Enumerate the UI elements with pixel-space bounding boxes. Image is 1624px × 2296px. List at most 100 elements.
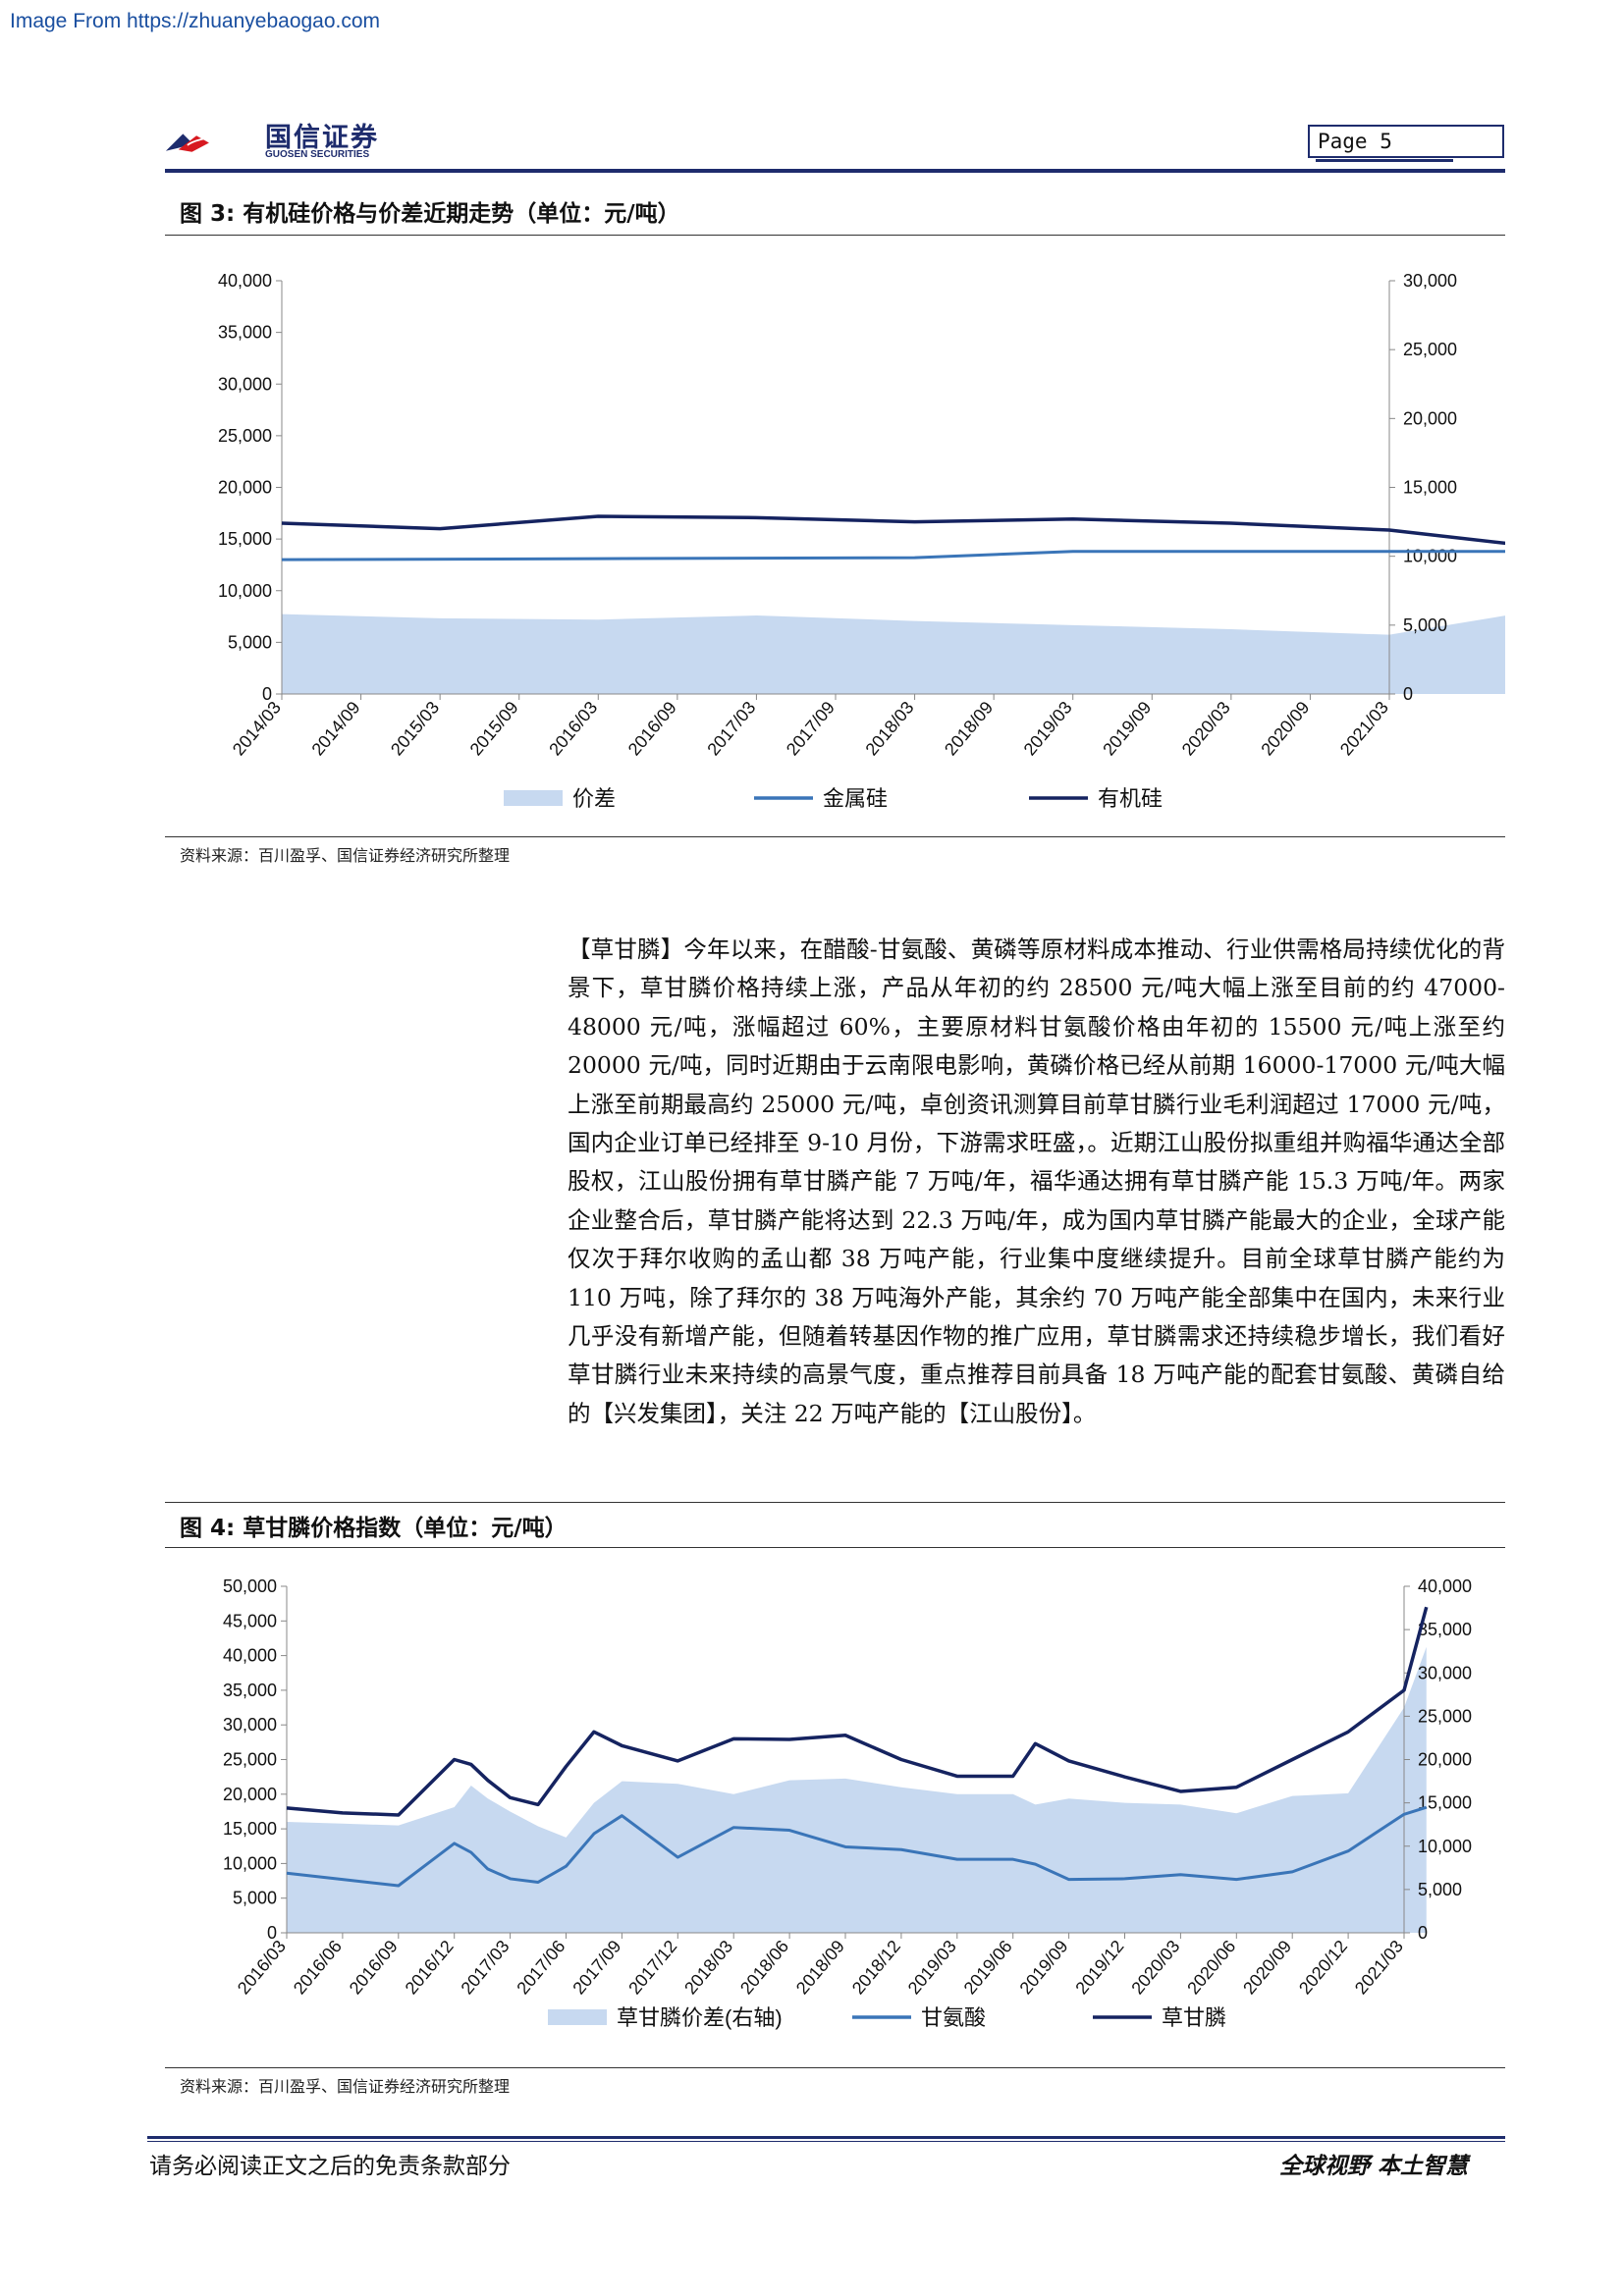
right-tick-label: 20,000	[1418, 1750, 1472, 1770]
figure3-title-rule	[165, 235, 1505, 236]
x-tick-label: 2017/09	[783, 698, 839, 760]
x-tick-label: 2017/06	[513, 1937, 568, 1999]
left-tick-label: 35,000	[218, 323, 272, 343]
x-tick-label: 2020/06	[1183, 1937, 1239, 1999]
x-tick-label: 2016/09	[624, 698, 680, 760]
left-tick-label: 15,000	[223, 1819, 277, 1839]
figure3-title: 图 3: 有机硅价格与价差近期走势（单位：元/吨）	[180, 201, 680, 227]
left-tick-label: 45,000	[223, 1611, 277, 1630]
x-tick-label: 2016/09	[346, 1937, 402, 1999]
x-tick-label: 2017/12	[624, 1937, 680, 1999]
left-tick-label: 10,000	[223, 1853, 277, 1873]
left-tick-label: 0	[262, 684, 272, 704]
x-tick-label: 2018/03	[861, 698, 917, 760]
right-tick-label: 0	[1403, 684, 1413, 704]
left-tick-label: 40,000	[223, 1646, 277, 1666]
watermark-text: Image From https://zhuanyebaogao.com	[10, 10, 381, 32]
right-tick-label: 0	[1418, 1923, 1428, 1943]
x-tick-label: 2019/06	[960, 1937, 1016, 1999]
x-tick-label: 2016/06	[290, 1937, 346, 1999]
legend-swatch-area	[548, 2009, 607, 2025]
logo-chinese-name: 国信证券	[265, 123, 379, 153]
left-tick-label: 35,000	[223, 1681, 277, 1700]
left-tick-label: 25,000	[218, 426, 272, 446]
x-tick-label: 2019/03	[904, 1937, 960, 1999]
right-tick-label: 15,000	[1418, 1793, 1472, 1813]
x-tick-label: 2015/03	[387, 698, 443, 760]
left-tick-label: 15,000	[218, 529, 272, 549]
right-tick-label: 25,000	[1418, 1706, 1472, 1726]
logo-english-name: GUOSEN SECURITIES	[265, 149, 370, 160]
figure4-source: 资料来源：百川盈孚、国信证券经济研究所整理	[180, 2077, 511, 2096]
right-tick-label: 25,000	[1403, 340, 1457, 359]
right-tick-label: 5,000	[1403, 615, 1447, 635]
page-number: Page 5	[1308, 125, 1504, 158]
right-tick-label: 15,000	[1403, 478, 1457, 498]
figure4-top-rule	[165, 1502, 1505, 1503]
series-line-草甘膦	[286, 1606, 1429, 1817]
x-tick-label: 2018/09	[792, 1937, 848, 1999]
left-tick-label: 10,000	[218, 581, 272, 601]
page-underline	[1316, 159, 1453, 162]
x-tick-label: 2017/03	[703, 698, 759, 760]
footer-rule-thin	[147, 2141, 1505, 2142]
series-area-草甘膦价差(右轴)	[287, 1646, 1427, 1933]
series-area-价差	[282, 614, 1505, 694]
left-tick-label: 0	[267, 1923, 277, 1943]
series-line-甘氨酸	[286, 1805, 1428, 1888]
x-tick-label: 2016/12	[402, 1937, 458, 1999]
legend-label: 草甘膦	[1162, 2005, 1226, 2030]
left-tick-label: 5,000	[233, 1889, 277, 1908]
legend-swatch-area	[504, 790, 563, 806]
right-tick-label: 30,000	[1418, 1663, 1472, 1682]
left-tick-label: 5,000	[228, 632, 272, 652]
left-tick-label: 50,000	[223, 1576, 277, 1596]
legend-label: 甘氨酸	[921, 2005, 986, 2030]
x-tick-label: 2014/03	[229, 698, 285, 760]
right-tick-label: 30,000	[1403, 271, 1457, 291]
paragraph-text: 【草甘膦】今年以来，在醋酸-甘氨酸、黄磷等原材料成本推动、行业供需格局持续优化的…	[568, 935, 1505, 1427]
x-tick-label: 2019/09	[1099, 698, 1155, 760]
right-tick-label: 40,000	[1418, 1576, 1472, 1596]
x-tick-label: 2018/03	[680, 1937, 736, 1999]
footer-rule-thick	[147, 2136, 1505, 2139]
footer-slogan: 全球视野 本土智慧	[1279, 2153, 1469, 2179]
left-tick-label: 30,000	[223, 1715, 277, 1735]
x-tick-label: 2019/09	[1016, 1937, 1072, 1999]
x-tick-label: 2018/12	[848, 1937, 904, 1999]
series-line-金属硅	[281, 550, 1505, 561]
x-tick-label: 2018/09	[941, 698, 997, 760]
x-tick-label: 2015/09	[466, 698, 522, 760]
x-tick-label: 2020/03	[1178, 698, 1234, 760]
left-tick-label: 20,000	[218, 478, 272, 498]
x-tick-label: 2019/03	[1020, 698, 1076, 760]
figure3-bottom-rule	[165, 836, 1505, 837]
left-tick-label: 40,000	[218, 271, 272, 291]
right-tick-label: 5,000	[1418, 1880, 1462, 1899]
x-tick-label: 2017/03	[458, 1937, 514, 1999]
x-tick-label: 2021/03	[1351, 1937, 1407, 1999]
legend-label: 金属硅	[823, 786, 888, 811]
guosen-logo	[165, 133, 211, 152]
figure4-title-rule	[165, 1547, 1505, 1548]
right-tick-label: 10,000	[1403, 547, 1457, 566]
header-rule	[165, 169, 1505, 173]
series-line-有机硅	[281, 514, 1505, 546]
right-tick-label: 35,000	[1418, 1620, 1472, 1639]
x-tick-label: 2016/03	[545, 698, 601, 760]
legend-label: 有机硅	[1098, 786, 1163, 811]
x-tick-label: 2021/03	[1336, 698, 1392, 760]
legend-label: 价差	[572, 786, 616, 811]
footer-disclaimer: 请务必阅读正文之后的免责条款部分	[149, 2154, 511, 2179]
x-tick-label: 2017/09	[568, 1937, 624, 1999]
figure3-source: 资料来源：百川盈孚、国信证券经济研究所整理	[180, 846, 511, 865]
right-tick-label: 10,000	[1418, 1837, 1472, 1856]
right-tick-label: 20,000	[1403, 408, 1457, 428]
x-tick-label: 2014/09	[307, 698, 363, 760]
x-tick-label: 2019/12	[1071, 1937, 1127, 1999]
figure4-chart: 0 5,000 10,000 15,000 20,000 25,000 30,000 35,0…	[223, 1576, 1472, 2030]
x-tick-label: 2018/06	[736, 1937, 792, 1999]
x-tick-label: 2020/09	[1257, 698, 1313, 760]
legend-label: 草甘膦价差(右轴)	[617, 2005, 783, 2030]
x-tick-label: 2020/12	[1295, 1937, 1351, 1999]
